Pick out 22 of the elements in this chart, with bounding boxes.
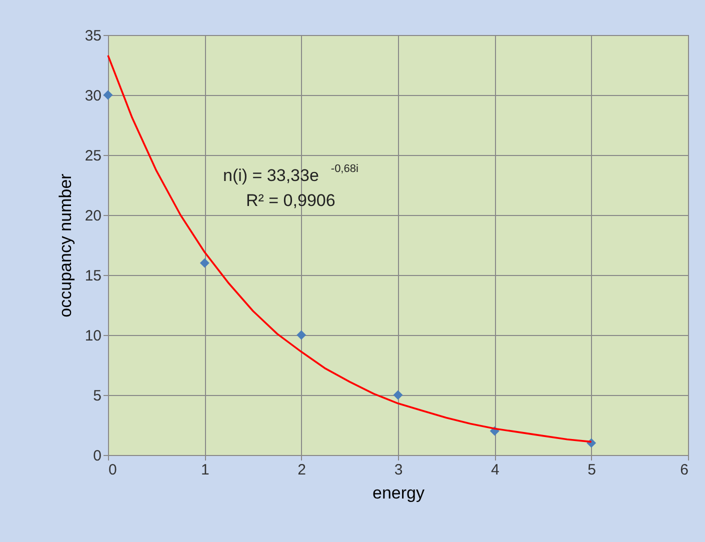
y-tick-label: 35 — [84, 28, 102, 44]
x-tick-label: 4 — [490, 462, 500, 478]
x-tick-label: 3 — [394, 462, 403, 478]
y-tick-label: 30 — [84, 88, 102, 104]
annotation: R² = 0,9906 — [246, 191, 336, 210]
x-tick-label: 1 — [200, 462, 210, 478]
x-tick-label: 0 — [108, 462, 117, 478]
x-tick-label: 5 — [588, 462, 596, 478]
point — [200, 258, 210, 268]
annotation: n(i) = 33,33e-0,68i — [223, 163, 358, 185]
x-axis-title: energy — [372, 484, 425, 502]
y-tick-label: 0 — [93, 448, 102, 464]
y-tick-label: 10 — [84, 328, 102, 344]
y-tick-label: 20 — [84, 208, 102, 224]
y-tick-label: 15 — [84, 268, 102, 284]
y-tick-label: 5 — [93, 388, 102, 404]
point — [296, 330, 306, 340]
x-tick-label: 2 — [298, 462, 306, 478]
x-tick-label: 6 — [680, 462, 688, 478]
point — [393, 390, 403, 400]
y-tick-label: 25 — [84, 148, 102, 164]
y-axis-title: occupancy number — [56, 173, 75, 318]
